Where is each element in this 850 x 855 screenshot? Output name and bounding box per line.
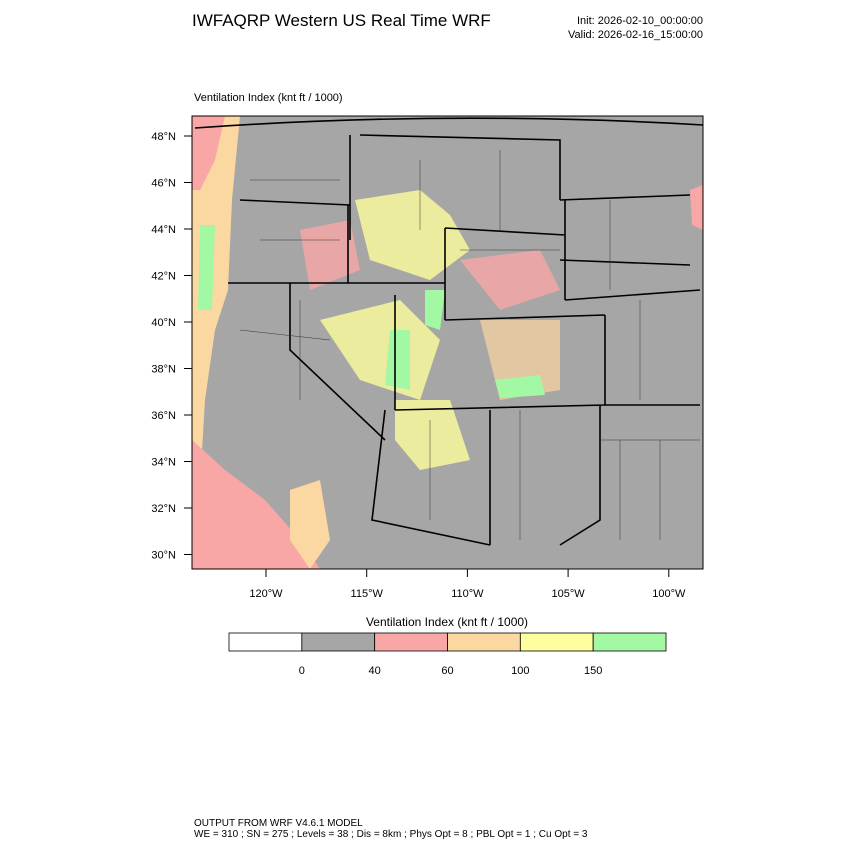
lon-label: 115°W [351, 588, 384, 600]
lat-label: 30°N [151, 550, 176, 562]
footer-line: OUTPUT FROM WRF V4.6.1 MODEL [194, 818, 363, 829]
lat-label: 34°N [151, 457, 176, 469]
lat-label: 46°N [151, 178, 176, 190]
colorbar-box [447, 632, 521, 652]
colorbar-label: 60 [441, 665, 453, 677]
valid-time: Valid: 2026-02-16_15:00:00 [568, 29, 703, 41]
lat-label: 32°N [151, 503, 176, 515]
init-time: Init: 2026-02-10_00:00:00 [577, 15, 703, 27]
colorbar-label: 0 [299, 665, 305, 677]
lon-label: 105°W [552, 588, 586, 600]
map-title: Ventilation Index (knt ft / 1000) [194, 92, 343, 104]
colorbar-label: 100 [511, 665, 529, 677]
colorbar-box [519, 632, 594, 652]
map [191, 115, 704, 570]
colorbar-title: Ventilation Index (knt ft / 1000) [366, 615, 528, 629]
colorbar-box [374, 632, 448, 652]
title: IWFAQRP Western US Real Time WRF [192, 11, 491, 30]
lat-label: 48°N [151, 131, 176, 143]
colorbar-label: 150 [584, 665, 602, 677]
lat-label: 38°N [151, 364, 176, 376]
lat-label: 40°N [151, 317, 176, 329]
colorbar-box [592, 632, 667, 652]
lon-label: 100°W [652, 588, 686, 600]
colorbar-label: 40 [369, 665, 381, 677]
colorbar-box [228, 632, 303, 652]
lon-label: 110°W [451, 588, 484, 600]
colorbar-box [301, 632, 376, 652]
lat-label: 44°N [151, 224, 176, 236]
footer-line: WE = 310 ; SN = 275 ; Levels = 38 ; Dis … [194, 829, 588, 840]
lat-label: 42°N [151, 271, 176, 283]
lat-label: 36°N [151, 410, 176, 422]
lon-label: 120°W [249, 588, 283, 600]
